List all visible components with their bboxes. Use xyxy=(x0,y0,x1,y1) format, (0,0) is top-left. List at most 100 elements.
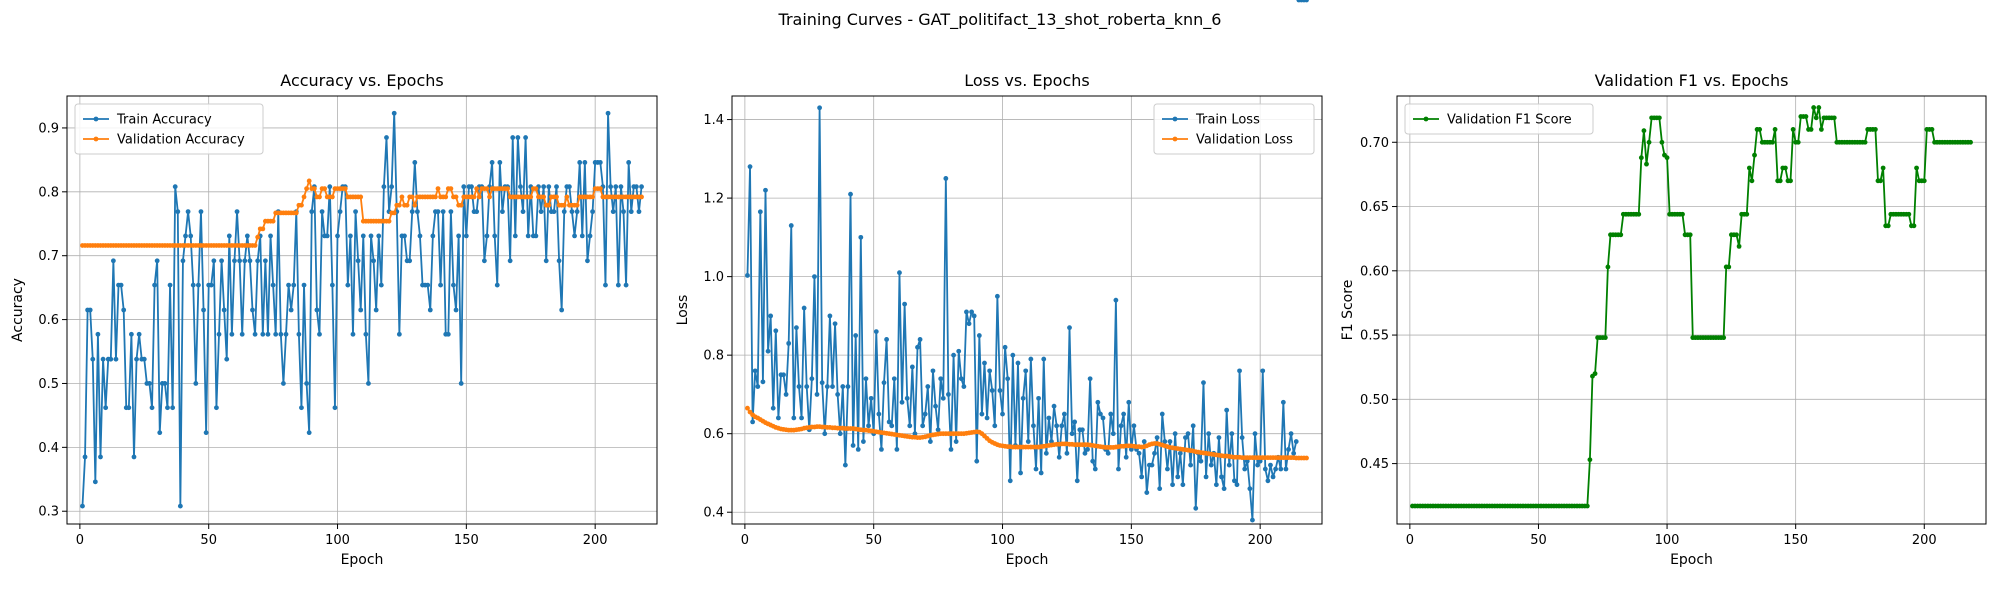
accuracy-y-axis-label: Accuracy xyxy=(10,278,26,342)
accuracy-data-point xyxy=(108,356,114,362)
loss-data-point xyxy=(1028,356,1034,362)
f1-data-point xyxy=(1862,139,1868,145)
loss-data-point xyxy=(1167,439,1173,444)
loss-data-point xyxy=(904,395,910,401)
f1-data-point xyxy=(1911,223,1917,229)
loss-xtick-label: 200 xyxy=(1248,533,1273,548)
loss-data-point xyxy=(827,313,833,319)
accuracy-data-point xyxy=(546,184,552,190)
loss-data-point xyxy=(1216,435,1222,441)
accuracy-data-point xyxy=(350,331,356,337)
loss-data-point xyxy=(1162,439,1168,444)
f1-data-point xyxy=(1914,165,1919,171)
accuracy-data-point xyxy=(288,307,294,313)
loss-axes-frame xyxy=(731,95,1323,525)
accuracy-data-point xyxy=(162,381,168,386)
loss-data-point xyxy=(812,274,817,280)
accuracy-data-point xyxy=(270,282,276,288)
loss-data-point xyxy=(1085,446,1090,452)
loss-data-point xyxy=(920,423,926,429)
loss-data-point xyxy=(1061,411,1067,417)
loss-ytick-label: 0.8 xyxy=(703,349,724,364)
loss-legend-marker xyxy=(1172,136,1178,142)
loss-data-point xyxy=(752,368,758,374)
loss-data-point xyxy=(850,443,856,448)
accuracy-legend: Train Accuracy Validation Accuracy xyxy=(74,103,264,155)
loss-data-point xyxy=(1291,450,1297,456)
loss-data-point xyxy=(783,392,789,397)
accuracy-data-point xyxy=(520,209,526,215)
accuracy-data-point xyxy=(177,503,183,509)
loss-data-point xyxy=(915,344,920,350)
accuracy-data-point xyxy=(538,209,544,215)
f1-ytick-label: 0.45 xyxy=(1360,457,1389,472)
f1-axes-frame xyxy=(1396,95,1987,525)
accuracy-data-point xyxy=(190,282,196,288)
loss-data-point xyxy=(953,439,959,444)
accuracy-data-point xyxy=(172,184,178,190)
loss-data-point xyxy=(858,234,864,240)
accuracy-data-point xyxy=(574,202,580,208)
accuracy-data-point xyxy=(232,258,237,264)
accuracy-data-point xyxy=(262,258,268,264)
f1-data-point xyxy=(1885,223,1891,229)
loss-data-point xyxy=(909,364,915,370)
loss-data-point xyxy=(768,313,774,319)
loss-data-point xyxy=(935,427,941,433)
accuracy-data-point xyxy=(301,194,307,200)
accuracy-data-point xyxy=(579,233,585,239)
accuracy-xtick-label: 50 xyxy=(200,533,217,548)
accuracy-legend-label: Validation Accuracy xyxy=(117,133,245,148)
loss-data-point xyxy=(940,395,946,401)
loss-data-point xyxy=(1159,411,1165,417)
f1-data-point xyxy=(1790,127,1796,132)
accuracy-data-point xyxy=(345,282,351,288)
accuracy-ytick-label: 0.3 xyxy=(38,505,59,520)
loss-data-point xyxy=(1079,427,1085,433)
accuracy-data-point xyxy=(456,233,462,239)
accuracy-data-point xyxy=(587,233,593,239)
loss-data-point xyxy=(994,293,1000,299)
loss-data-point xyxy=(868,395,874,401)
accuracy-data-point xyxy=(180,258,186,264)
accuracy-data-point xyxy=(615,282,621,288)
accuracy-series-line xyxy=(81,112,643,508)
loss-data-point xyxy=(899,399,905,405)
loss-data-point xyxy=(775,415,781,421)
accuracy-ytick-label: 0.7 xyxy=(38,249,59,264)
accuracy-data-point xyxy=(255,258,261,264)
loss-data-point xyxy=(1139,474,1145,480)
loss-data-point xyxy=(1265,478,1271,484)
loss-data-point xyxy=(1224,407,1230,413)
loss-data-point xyxy=(781,372,786,378)
f1-data-point xyxy=(1878,178,1883,184)
loss-ytick-label: 1.4 xyxy=(703,113,724,128)
accuracy-data-point xyxy=(329,282,335,288)
loss-data-point xyxy=(1056,454,1062,460)
accuracy-data-point xyxy=(469,184,474,190)
loss-legend-box xyxy=(1153,103,1315,155)
accuracy-data-point xyxy=(551,209,557,215)
loss-data-point xyxy=(822,431,828,437)
accuracy-chart: 0 50 100 150 200 0.3 0.4 0.5 0.6 0.7 0.8 0.9 Accurac… xyxy=(10,71,658,568)
accuracy-data-point xyxy=(260,226,266,232)
loss-data-point xyxy=(848,191,853,197)
accuracy-data-point xyxy=(528,194,534,200)
loss-data-point xyxy=(1087,376,1093,382)
accuracy-data-point xyxy=(391,210,397,216)
loss-data-point xyxy=(770,405,776,411)
loss-data-point xyxy=(989,388,995,393)
accuracy-data-point xyxy=(255,234,261,240)
accuracy-data-point xyxy=(433,194,438,200)
loss-series-line xyxy=(746,106,1298,521)
accuracy-data-point xyxy=(412,160,418,165)
accuracy-data-point xyxy=(337,209,343,215)
accuracy-data-point xyxy=(404,202,410,208)
f1-data-point xyxy=(1734,232,1739,238)
loss-data-point xyxy=(1304,455,1309,461)
accuracy-data-point xyxy=(147,381,152,386)
loss-data-point xyxy=(891,376,897,382)
loss-data-point xyxy=(796,384,802,389)
accuracy-data-point xyxy=(572,233,577,239)
